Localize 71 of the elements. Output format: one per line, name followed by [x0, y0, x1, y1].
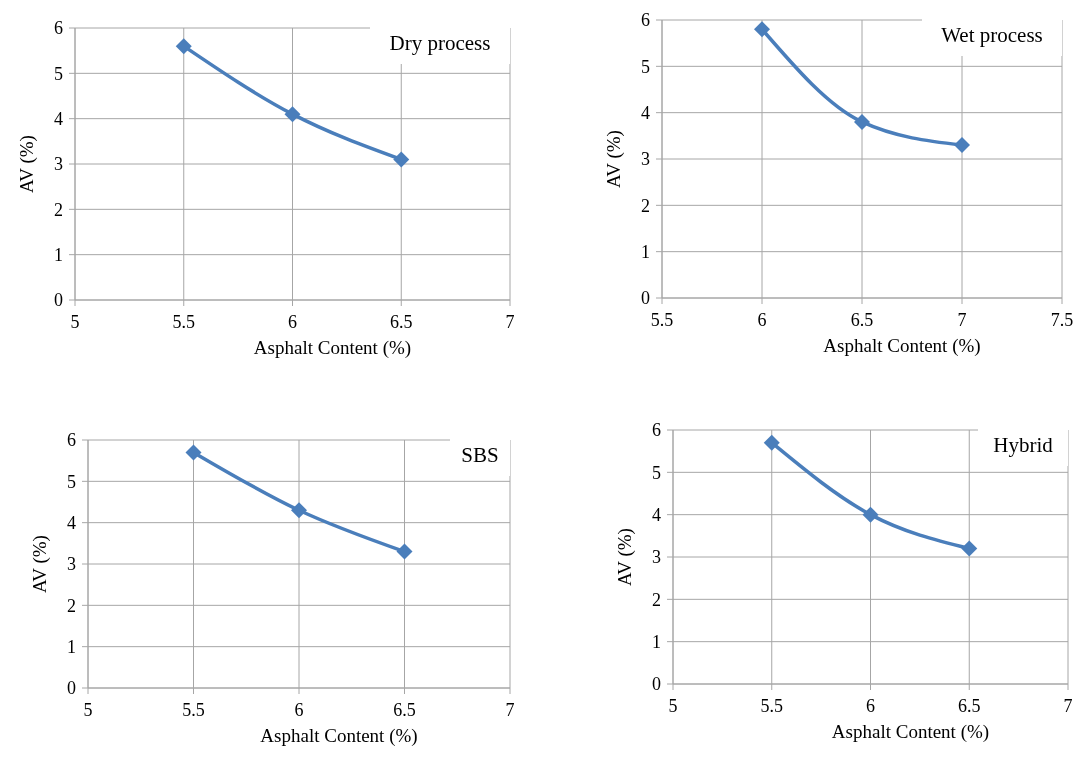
y-tick-label: 5 [67, 471, 76, 492]
y-tick-label: 0 [54, 290, 63, 311]
y-tick-label: 2 [641, 195, 650, 216]
y-tick-label: 2 [54, 199, 63, 220]
point [763, 434, 780, 451]
y-axis-title: AV (%) [614, 528, 636, 586]
x-tick-label: 6 [288, 312, 297, 332]
x-tick-label: 5.5 [760, 696, 783, 716]
point [284, 106, 301, 123]
x-tick-label: 5 [668, 696, 678, 716]
point [393, 151, 410, 168]
y-tick-label: 1 [641, 241, 650, 262]
y-tick-label: 3 [652, 547, 661, 568]
y-tick-label: 6 [641, 10, 650, 31]
point [862, 506, 879, 523]
y-tick-label: 2 [652, 589, 661, 610]
x-tick-label: 6 [757, 310, 767, 330]
x-axis-title: Asphalt Content (%) [831, 721, 990, 743]
y-tick-label: 3 [54, 154, 63, 175]
x-tick-label: 7 [505, 700, 515, 720]
y-axis-title: AV (%) [16, 135, 38, 193]
x-tick-label: 6 [866, 696, 875, 716]
x-tick-label: 7 [505, 312, 515, 332]
chart-title: Wet process [941, 23, 1043, 47]
y-tick-label: 6 [67, 430, 76, 451]
x-tick-label: 5 [83, 700, 93, 720]
x-tick-label: 6.5 [393, 700, 416, 720]
y-tick-label: 5 [641, 56, 650, 77]
y-tick-label: 6 [652, 420, 661, 441]
x-tick-label: 7.5 [1050, 310, 1074, 330]
x-tick-label: 6.5 [850, 310, 874, 330]
point [291, 502, 307, 519]
y-tick-label: 0 [67, 678, 76, 699]
y-tick-label: 0 [652, 674, 661, 695]
x-axis-title: Asphalt Content (%) [253, 337, 412, 359]
y-tick-label: 1 [67, 636, 76, 657]
y-tick-label: 6 [54, 18, 63, 39]
x-axis-title: Asphalt Content (%) [260, 725, 418, 747]
point [961, 540, 978, 557]
y-tick-label: 4 [67, 512, 76, 533]
x-tick-label: 6.5 [390, 312, 413, 332]
y-axis-title: AV (%) [603, 130, 625, 188]
x-axis-title: Asphalt Content (%) [823, 335, 981, 357]
y-tick-label: 5 [652, 462, 661, 483]
point [175, 38, 192, 55]
chart-title: SBS [461, 443, 499, 467]
y-tick-label: 0 [641, 288, 650, 309]
x-tick-label: 6 [294, 700, 304, 720]
y-tick-label: 4 [54, 108, 63, 129]
x-tick-label: 7 [1063, 696, 1073, 716]
x-tick-label: 5.5 [172, 312, 195, 332]
y-tick-label: 4 [652, 504, 661, 525]
point [954, 137, 970, 154]
y-tick-label: 3 [67, 554, 76, 575]
y-tick-label: 5 [54, 63, 63, 84]
y-tick-label: 3 [641, 149, 650, 170]
x-tick-label: 5.5 [650, 310, 674, 330]
chart-title: Hybrid [993, 433, 1054, 457]
y-axis-title: AV (%) [29, 535, 51, 593]
y-tick-label: 1 [54, 244, 63, 265]
y-tick-label: 4 [641, 102, 650, 123]
chart-title: Dry process [389, 31, 491, 55]
x-tick-label: 5.5 [182, 700, 205, 720]
point [396, 543, 413, 560]
point [754, 21, 770, 38]
y-tick-label: 1 [652, 631, 661, 652]
y-tick-label: 2 [67, 595, 76, 616]
x-tick-label: 7 [957, 310, 967, 330]
point [854, 113, 870, 130]
point [185, 444, 202, 461]
x-tick-label: 6.5 [958, 696, 981, 716]
